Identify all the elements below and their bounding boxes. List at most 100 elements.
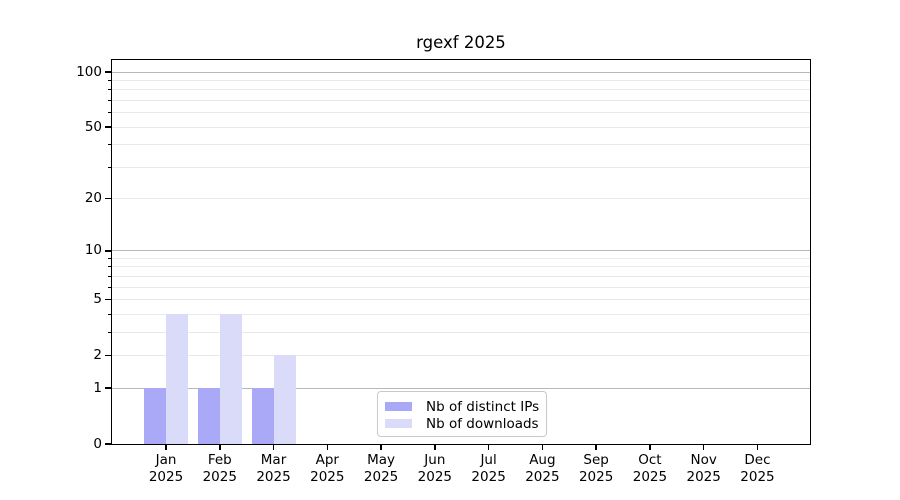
x-tick-year: 2025 <box>417 468 453 485</box>
x-tick-month: Apr <box>315 452 339 468</box>
legend-swatch-distinct-ips <box>385 402 412 411</box>
axis-layer: 0 1 2 5 10 20 50 100 Jan 2025 Feb 2025 Mar 2025 Apr 202… <box>76 60 810 485</box>
y-tick-label: 1 <box>93 379 102 396</box>
y-minor-tick <box>108 166 111 168</box>
gridline-minor <box>112 313 810 315</box>
legend-row: Nb of downloads <box>385 415 546 432</box>
x-tick <box>487 445 490 450</box>
y-tick <box>105 298 111 301</box>
x-tick-month: Feb <box>207 452 232 468</box>
x-tick-label: Aug 2025 <box>510 452 574 485</box>
y-tick-label: 100 <box>76 63 102 80</box>
x-tick-label: Oct 2025 <box>618 452 682 485</box>
y-minor-tick <box>108 266 111 268</box>
y-minor-tick <box>108 299 111 301</box>
y-minor-tick <box>108 275 111 277</box>
x-tick-year: 2025 <box>525 468 560 485</box>
x-tick-year: 2025 <box>740 468 775 485</box>
gridline-minor <box>112 198 810 200</box>
x-tick-label: Jun 2025 <box>403 452 467 485</box>
gridline-major <box>112 250 810 252</box>
x-tick-month: Oct <box>638 452 662 468</box>
gridline-major <box>112 387 810 389</box>
x-tick-month: Jul <box>480 452 497 468</box>
x-tick-month: Mar <box>260 452 287 468</box>
gridline-major <box>112 71 810 73</box>
gridline-minor <box>112 166 810 168</box>
x-tick-label: Mar 2025 <box>242 452 306 485</box>
legend-label: Nb of distinct IPs <box>426 398 540 415</box>
x-tick-month: Nov <box>690 452 717 468</box>
x-tick <box>649 445 651 450</box>
x-tick-year: 2025 <box>632 468 668 485</box>
y-minor-tick <box>108 331 111 333</box>
legend-row: Nb of distinct IPs <box>385 398 546 415</box>
legend-label: Nb of downloads <box>426 415 539 432</box>
y-minor-tick <box>108 80 111 82</box>
bar-downloads <box>219 314 242 444</box>
x-tick <box>541 445 544 450</box>
gridline-minor <box>112 126 810 128</box>
bar-distinct-ips <box>197 388 220 444</box>
x-tick-month: Jan <box>155 452 177 468</box>
y-tick-label: 10 <box>84 242 102 259</box>
x-tick <box>165 445 167 450</box>
y-tick-label: 20 <box>84 190 102 207</box>
y-minor-tick <box>108 258 111 259</box>
y-tick <box>105 71 111 73</box>
x-tick-year: 2025 <box>310 468 345 485</box>
x-tick-month: Dec <box>744 452 771 468</box>
y-minor-tick <box>108 354 111 356</box>
x-tick <box>272 445 275 450</box>
x-tick <box>380 445 382 450</box>
x-tick-year: 2025 <box>471 468 506 485</box>
x-tick <box>595 445 597 450</box>
x-tick-label: Feb 2025 <box>188 452 252 485</box>
x-tick <box>219 445 221 450</box>
x-tick-month: Sep <box>583 452 609 468</box>
y-tick <box>105 250 111 252</box>
x-tick-label: Sep 2025 <box>564 452 628 485</box>
gridline-minor <box>112 80 810 82</box>
x-tick-year: 2025 <box>578 468 614 485</box>
legend-swatch-downloads <box>385 419 412 428</box>
x-tick-year: 2025 <box>202 468 237 485</box>
y-tick-label: 2 <box>93 346 102 363</box>
gridline-minor <box>112 266 810 268</box>
x-tick-year: 2025 <box>148 468 184 485</box>
gridline-minor <box>112 275 810 277</box>
chart-title: rgexf 2025 <box>416 33 506 52</box>
x-tick <box>326 445 329 450</box>
y-tick <box>105 387 111 389</box>
legend: Nb of distinct IPs Nb of downloads <box>377 391 547 437</box>
bar-distinct-ips <box>251 388 274 444</box>
bar-distinct-ips <box>144 388 166 444</box>
gridline-minor <box>112 258 810 259</box>
gridline-minor <box>112 286 810 288</box>
gridline-minor <box>112 299 810 301</box>
x-tick <box>756 445 759 450</box>
y-minor-tick <box>108 286 111 288</box>
y-tick <box>105 197 111 200</box>
x-tick-year: 2025 <box>686 468 721 485</box>
gridline-minor <box>112 144 810 146</box>
y-minor-tick <box>108 89 111 91</box>
x-tick-month: Jun <box>424 452 446 468</box>
bar-downloads <box>273 355 296 444</box>
bar-downloads <box>166 314 188 444</box>
y-tick <box>105 354 111 357</box>
y-minor-tick <box>108 100 111 102</box>
y-minor-tick <box>108 313 111 315</box>
gridline-minor <box>112 89 810 91</box>
gridline-minor <box>112 331 810 333</box>
plot-area: 0 1 2 5 10 20 50 100 Jan 2025 Feb 2025 Mar 2025 Apr 202… <box>76 59 811 485</box>
x-tick-label: May 2025 <box>349 452 413 485</box>
x-tick <box>434 445 436 450</box>
x-tick-month: Aug <box>529 452 556 468</box>
gridline-minor <box>112 354 810 356</box>
x-tick-label: Jan 2025 <box>134 452 198 485</box>
x-tick-label: Nov 2025 <box>672 452 736 485</box>
x-tick <box>702 445 705 450</box>
bars-layer <box>112 60 810 444</box>
